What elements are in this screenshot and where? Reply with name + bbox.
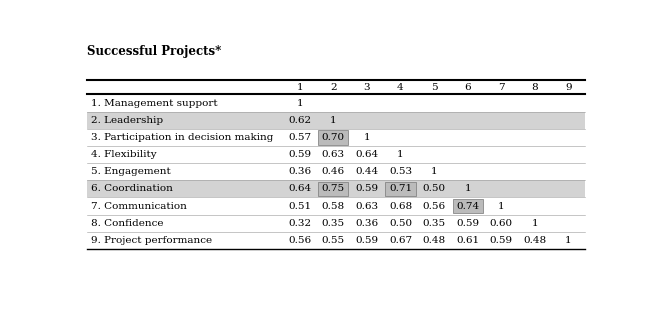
Text: 0.36: 0.36 (356, 219, 379, 228)
Text: 1: 1 (397, 150, 404, 159)
Text: 0.56: 0.56 (288, 236, 311, 245)
Text: 5: 5 (431, 83, 438, 92)
Text: 0.56: 0.56 (422, 202, 445, 211)
Text: 0.74: 0.74 (456, 202, 480, 211)
Text: 0.60: 0.60 (490, 219, 513, 228)
Text: 0.44: 0.44 (356, 167, 379, 176)
Text: 0.68: 0.68 (389, 202, 412, 211)
Text: 1: 1 (498, 202, 504, 211)
Text: 1: 1 (531, 219, 538, 228)
Text: 0.64: 0.64 (288, 184, 311, 193)
Text: 0.35: 0.35 (422, 219, 445, 228)
Bar (453, 199, 483, 213)
Text: 0.55: 0.55 (321, 236, 345, 245)
Bar (87, 112, 585, 129)
Text: 0.50: 0.50 (389, 219, 412, 228)
Bar (318, 182, 348, 196)
Text: 2. Leadership: 2. Leadership (91, 116, 163, 125)
Text: 0.71: 0.71 (389, 184, 412, 193)
Text: 3: 3 (363, 83, 370, 92)
Text: 0.59: 0.59 (356, 236, 379, 245)
Text: 4. Flexibility: 4. Flexibility (91, 150, 157, 159)
Text: 0.61: 0.61 (456, 236, 480, 245)
Bar (385, 182, 416, 196)
Text: 0.59: 0.59 (288, 150, 311, 159)
Text: 0.36: 0.36 (288, 167, 311, 176)
Text: 5. Engagement: 5. Engagement (91, 167, 171, 176)
Text: 1: 1 (297, 83, 303, 92)
Text: 7: 7 (498, 83, 504, 92)
Text: 0.59: 0.59 (356, 184, 379, 193)
Text: 0.70: 0.70 (321, 133, 345, 142)
Text: 0.59: 0.59 (490, 236, 513, 245)
Text: 7. Communication: 7. Communication (91, 202, 187, 211)
Text: 1: 1 (363, 133, 370, 142)
Text: 0.62: 0.62 (288, 116, 311, 125)
Text: 0.67: 0.67 (389, 236, 412, 245)
Bar (318, 130, 348, 145)
Text: 1: 1 (330, 116, 337, 125)
Text: 1. Management support: 1. Management support (91, 99, 218, 108)
Text: 6: 6 (464, 83, 471, 92)
Text: 0.50: 0.50 (422, 184, 445, 193)
Text: 8. Confidence: 8. Confidence (91, 219, 163, 228)
Text: 0.63: 0.63 (321, 150, 345, 159)
Text: 0.64: 0.64 (356, 150, 379, 159)
Text: 4: 4 (397, 83, 404, 92)
Text: 2: 2 (330, 83, 337, 92)
Text: 0.35: 0.35 (321, 219, 345, 228)
Text: 0.57: 0.57 (288, 133, 311, 142)
Text: 6. Coordination: 6. Coordination (91, 184, 173, 193)
Text: 1: 1 (565, 236, 572, 245)
Text: 1: 1 (464, 184, 471, 193)
Text: 0.48: 0.48 (422, 236, 445, 245)
Text: 1: 1 (431, 167, 438, 176)
Text: 0.46: 0.46 (321, 167, 345, 176)
Text: 0.32: 0.32 (288, 219, 311, 228)
Text: 0.75: 0.75 (321, 184, 345, 193)
Text: 0.51: 0.51 (288, 202, 311, 211)
Text: 9. Project performance: 9. Project performance (91, 236, 213, 245)
Text: 8: 8 (531, 83, 538, 92)
Text: 0.63: 0.63 (356, 202, 379, 211)
Bar (87, 180, 585, 198)
Text: 1: 1 (297, 99, 303, 108)
Text: 9: 9 (565, 83, 572, 92)
Text: 0.48: 0.48 (523, 236, 546, 245)
Text: 0.59: 0.59 (456, 219, 480, 228)
Text: 0.58: 0.58 (321, 202, 345, 211)
Text: 0.53: 0.53 (389, 167, 412, 176)
Text: Successful Projects*: Successful Projects* (87, 45, 221, 58)
Text: 3. Participation in decision making: 3. Participation in decision making (91, 133, 274, 142)
